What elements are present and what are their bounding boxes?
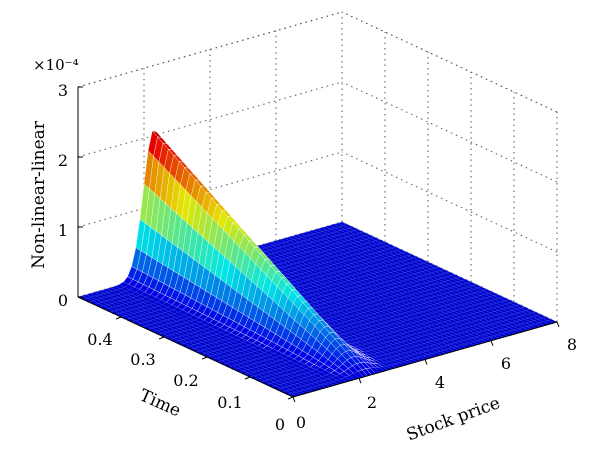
x-tick xyxy=(424,359,428,365)
time-axis-line xyxy=(77,296,294,398)
time-tick xyxy=(158,336,165,340)
surface-mesh xyxy=(77,130,558,398)
time-tick xyxy=(287,396,294,400)
x-tick xyxy=(358,378,362,384)
stock-tick-label: 6 xyxy=(501,354,511,373)
stock-tick-label: 8 xyxy=(567,335,577,354)
time-tick xyxy=(201,356,208,360)
time-tick-label: 0.2 xyxy=(173,371,198,390)
axes xyxy=(77,86,560,403)
time-tick-label: 0 xyxy=(275,415,285,434)
x-tick xyxy=(292,396,296,403)
grid-line xyxy=(341,11,558,113)
z-multiplier: ×10⁻⁴ xyxy=(33,56,79,74)
z-axis-label: Non-linear-linear xyxy=(29,120,49,269)
stock-tick-label: 0 xyxy=(296,413,306,432)
time-tick-label: 0.3 xyxy=(130,350,155,369)
time-tick-label: 0.1 xyxy=(217,393,242,412)
time-axis-label: Time xyxy=(136,386,183,422)
time-tick xyxy=(115,316,122,320)
grid-line xyxy=(341,11,558,113)
grid-line xyxy=(341,81,558,183)
z-tick-label: 3 xyxy=(58,81,68,100)
stock-axis-label: Stock price xyxy=(404,393,503,445)
z-tick-label: 2 xyxy=(58,151,68,170)
grid-line xyxy=(341,151,558,253)
z-tick-label: 1 xyxy=(58,221,68,240)
stock-tick-label: 4 xyxy=(435,373,445,392)
time-tick xyxy=(244,376,251,380)
x-tick xyxy=(490,340,494,346)
time-tick-label: 0.4 xyxy=(87,330,112,349)
x-tick xyxy=(556,321,560,328)
stock-tick-label: 2 xyxy=(367,393,377,412)
z-tick-label: 0 xyxy=(58,291,68,310)
